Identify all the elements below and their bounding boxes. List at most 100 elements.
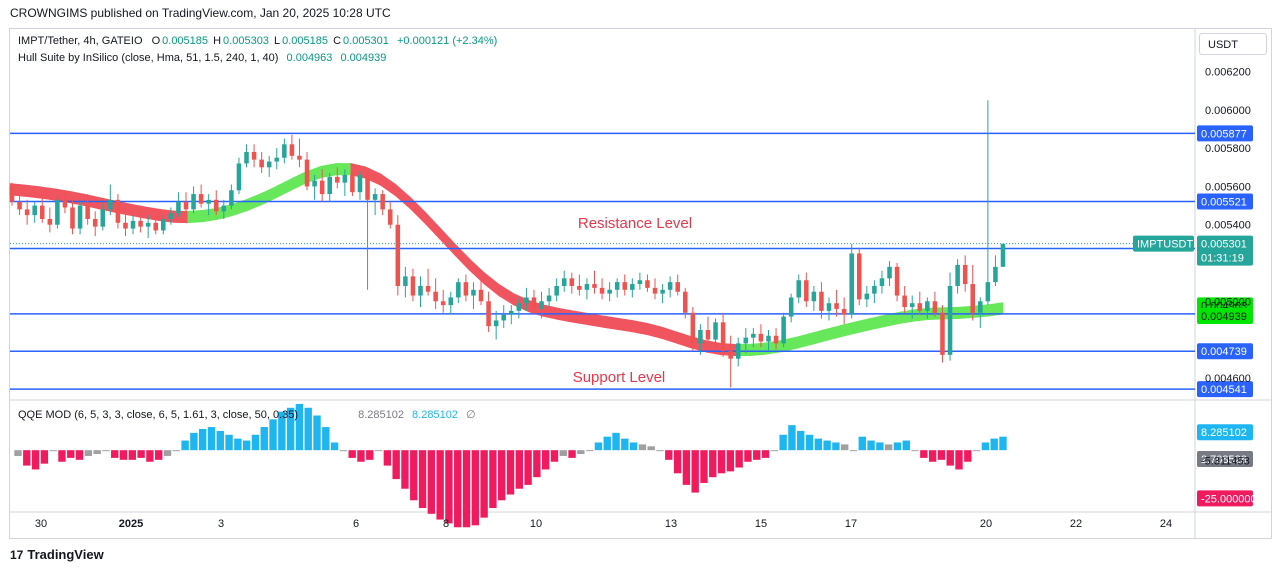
level-price-label: 0.004541 <box>1201 384 1247 396</box>
qqe-bar <box>621 438 629 451</box>
indicator-name[interactable]: Hull Suite by InSilico (close, Hma, 51, … <box>18 52 279 64</box>
qqe-bar <box>964 450 972 462</box>
support-annotation: Support Level <box>573 369 666 386</box>
candle-body <box>130 220 136 229</box>
qqe-bar <box>506 450 515 495</box>
qqe-bar <box>489 450 497 508</box>
low-label: L <box>274 35 281 47</box>
candle-body <box>17 201 22 210</box>
qqe-bar <box>709 450 717 478</box>
qqe-bar <box>700 450 708 483</box>
candle-body <box>932 301 938 313</box>
qqe-bar <box>893 442 902 451</box>
candle-body <box>365 174 370 200</box>
qqe-bar <box>278 411 286 451</box>
qqe-bar <box>814 438 823 451</box>
qqe-bar <box>339 450 348 452</box>
time-tick-label: 15 <box>755 518 767 530</box>
candle-body <box>312 180 317 187</box>
candle-body <box>259 159 264 168</box>
candle-body <box>335 176 340 183</box>
time-tick-label: 13 <box>665 518 677 530</box>
qqe-bar <box>146 450 154 462</box>
qqe-value-1: 8.285102 <box>358 409 404 421</box>
level-price-label: 0.005877 <box>1201 128 1247 140</box>
candle-body <box>940 312 945 355</box>
qqe-bar <box>805 434 814 451</box>
qqe-bar <box>656 450 664 452</box>
candle-body <box>153 222 159 231</box>
time-tick-label: 20 <box>980 518 992 530</box>
candle-body <box>138 220 143 227</box>
qqe-bar <box>436 450 444 520</box>
hull-segment <box>854 318 870 334</box>
last-price-label: 0.005301 <box>1201 239 1247 251</box>
candle-body <box>841 308 847 315</box>
candle-body <box>751 333 756 338</box>
candle-body <box>819 291 824 311</box>
low-value: 0.005185 <box>282 35 329 47</box>
candle-body <box>788 297 794 317</box>
candle-body <box>894 266 900 296</box>
qqe-name[interactable]: QQE MOD (6, 5, 3, 3, close, 6, 5, 1.61, … <box>18 409 299 421</box>
qqe-bar <box>849 450 858 452</box>
time-tick-label: 6 <box>353 518 359 530</box>
hull-segment <box>676 331 693 349</box>
candle-body <box>115 199 121 223</box>
qqe-bar <box>427 450 436 514</box>
candle-body <box>849 253 854 315</box>
qqe-bar <box>568 450 576 458</box>
qqe-value-badge <box>1197 450 1253 467</box>
candle-body <box>781 316 786 344</box>
qqe-bar <box>163 450 172 456</box>
footer-brand[interactable]: 17 TradingView <box>10 547 104 562</box>
candle-body <box>509 310 514 315</box>
qqe-bar <box>172 450 180 452</box>
hull-segment <box>395 183 411 210</box>
currency-button[interactable]: USDT <box>1199 33 1267 55</box>
candle-body <box>516 303 522 311</box>
candle-body <box>962 264 968 285</box>
candle-body <box>32 205 37 216</box>
candle-body <box>191 194 196 210</box>
candle-body <box>909 303 915 308</box>
qqe-bar <box>753 450 761 460</box>
candle-body <box>524 297 529 304</box>
qqe-bar <box>515 450 523 489</box>
level-price-label: 0.005521 <box>1201 197 1247 209</box>
qqe-bar <box>946 450 954 466</box>
qqe-bar <box>410 450 418 501</box>
hull-segment <box>869 314 885 331</box>
candle-body <box>970 284 976 313</box>
chart-frame <box>9 28 1272 539</box>
candle-body <box>804 280 809 302</box>
candle-body <box>297 155 302 160</box>
qqe-histogram: 8.285102 2.708528-5.311453 -25.000000 <box>14 403 1257 528</box>
qqe-bar <box>445 450 453 524</box>
qqe-value-label: 2.708528 <box>1201 454 1247 466</box>
level-price-badge <box>1197 193 1253 210</box>
candle-body <box>985 282 991 302</box>
qqe-bar <box>198 428 207 451</box>
qqe-bar <box>190 432 198 451</box>
candle-body <box>917 303 923 311</box>
qqe-bar <box>418 450 427 508</box>
hull-segment <box>276 178 292 199</box>
qqe-bar <box>594 442 603 451</box>
candle-body <box>698 330 703 344</box>
qqe-bar <box>102 450 110 452</box>
qqe-bar <box>585 450 594 452</box>
candle-body <box>766 335 771 342</box>
qqe-bar <box>603 436 611 451</box>
qqe-bar <box>67 450 75 458</box>
indicator-value-1: 0.004963 <box>286 52 333 64</box>
candle-body <box>834 303 839 309</box>
symbol-label[interactable]: IMPT/Tether, 4h, GATEIO <box>18 35 143 47</box>
candle-body <box>425 285 431 292</box>
candle-body <box>652 287 658 294</box>
qqe-bar <box>471 450 480 526</box>
candle-body <box>690 312 696 344</box>
candle-body <box>531 297 537 309</box>
candle-body <box>743 337 749 344</box>
